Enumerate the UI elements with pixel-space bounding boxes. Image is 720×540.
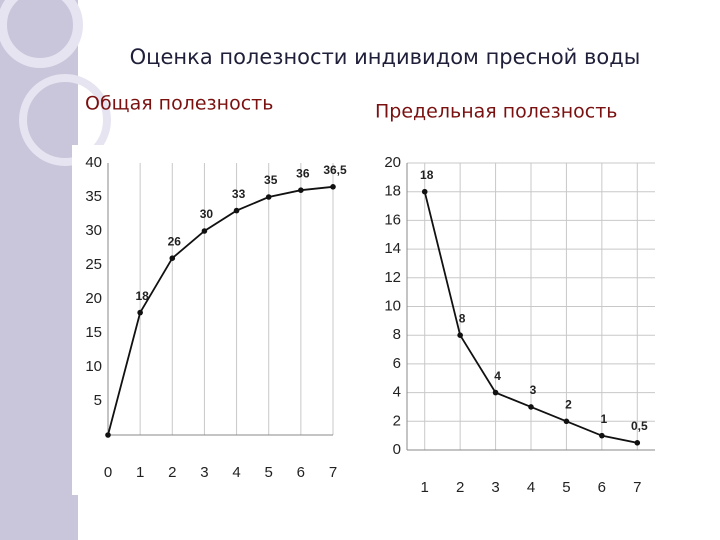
y-tick-label: 8	[393, 326, 401, 343]
data-label: 18	[420, 168, 434, 182]
y-tick-label: 12	[384, 269, 401, 286]
data-point	[492, 389, 499, 396]
y-tick-label: 30	[85, 222, 102, 239]
y-tick-label: 16	[384, 211, 401, 228]
x-tick-label: 6	[598, 479, 606, 496]
data-label: 36,5	[323, 163, 347, 177]
chart-title: Предельная полезность	[375, 101, 617, 123]
data-point	[528, 404, 534, 410]
data-point	[330, 184, 336, 190]
y-tick-label: 15	[85, 324, 102, 341]
y-tick-label: 18	[384, 183, 401, 200]
y-tick-label: 25	[85, 256, 102, 273]
x-tick-label: 3	[200, 464, 208, 481]
decor-circle	[19, 74, 111, 166]
data-label: 26	[168, 234, 182, 248]
y-tick-label: 35	[85, 188, 102, 205]
y-tick-label: 0	[393, 441, 401, 458]
data-point	[599, 432, 605, 439]
x-tick-label: 5	[265, 464, 273, 481]
data-label: 3	[530, 383, 537, 397]
slide-title: Оценка полезности индивидом пресной воды	[130, 45, 641, 69]
x-tick-label: 7	[329, 464, 337, 481]
y-tick-label: 40	[85, 154, 102, 171]
data-point	[634, 440, 641, 446]
data-point	[233, 207, 240, 214]
y-tick-label: 6	[393, 355, 401, 372]
data-point	[563, 418, 570, 425]
data-point	[265, 194, 272, 200]
x-tick-label: 4	[527, 479, 535, 496]
data-label: 8	[459, 311, 466, 325]
data-label: 36	[296, 166, 310, 180]
y-tick-label: 20	[384, 154, 401, 171]
x-tick-label: 4	[232, 464, 240, 481]
data-label: 35	[264, 173, 278, 187]
x-tick-label: 5	[562, 479, 570, 496]
data-point	[201, 228, 208, 234]
x-tick-label: 2	[456, 479, 464, 496]
x-tick-label: 1	[136, 464, 144, 481]
data-label: 1	[601, 412, 608, 426]
chart-title: Общая полезность	[85, 93, 273, 115]
data-point	[137, 309, 143, 316]
x-tick-label: 0	[104, 464, 112, 481]
y-tick-label: 10	[384, 297, 401, 314]
decor-circle	[0, 0, 83, 68]
data-label: 18	[135, 289, 149, 303]
y-tick-label: 20	[85, 290, 102, 307]
data-line	[107, 185, 334, 436]
x-tick-label: 6	[297, 464, 305, 481]
data-label: 30	[200, 207, 214, 221]
data-point	[457, 332, 463, 339]
x-tick-label: 7	[633, 479, 641, 496]
data-label: 2	[565, 397, 572, 411]
y-tick-label: 10	[85, 358, 102, 375]
data-point	[169, 255, 176, 261]
data-point	[421, 188, 428, 195]
x-tick-label: 3	[491, 479, 499, 496]
x-tick-label: 2	[168, 464, 176, 481]
data-label: 4	[494, 369, 501, 383]
data-point	[298, 187, 304, 193]
data-point	[105, 432, 111, 438]
y-tick-label: 14	[384, 240, 401, 257]
x-tick-label: 1	[421, 479, 429, 496]
y-tick-label: 4	[393, 384, 401, 401]
chart-panel	[72, 145, 340, 495]
y-tick-label: 2	[393, 412, 401, 429]
data-label: 0,5	[631, 419, 648, 433]
y-tick-label: 5	[94, 392, 102, 409]
data-label: 33	[232, 187, 246, 201]
